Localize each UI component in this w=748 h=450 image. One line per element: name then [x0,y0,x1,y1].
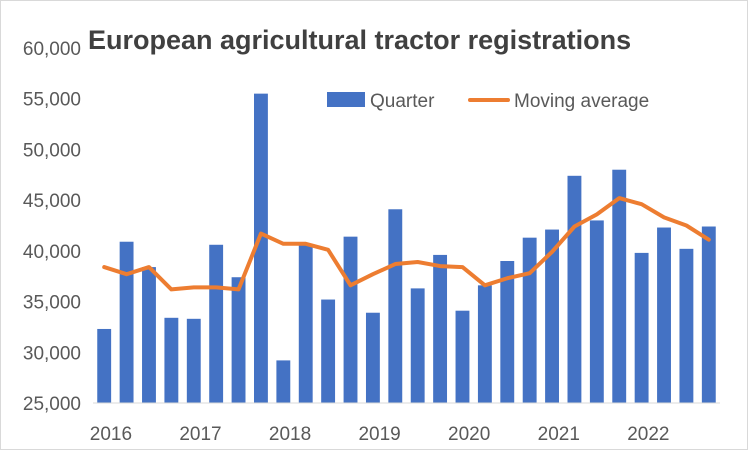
y-tick-label: 60,000 [23,39,81,60]
chart-title: European agricultural tractor registrati… [88,25,631,55]
bar [545,229,559,403]
bar [522,237,537,403]
x-axis: 2016 2017 2018 2019 2020 2021 2022 [90,424,670,445]
bar [701,226,716,403]
x-tick-label: 2020 [448,424,490,445]
bar [388,209,403,403]
y-axis: 25,000 30,000 35,000 40,000 45,000 50,000 55,0… [23,39,81,415]
moving-average-line [102,196,711,292]
bar [433,254,448,403]
bar [500,261,515,403]
bar [164,317,179,403]
bar [365,312,380,403]
bar [567,175,582,403]
x-tick-label: 2018 [269,424,311,445]
x-tick-label: 2019 [358,424,400,445]
x-tick-label: 2021 [538,424,580,445]
legend-swatch-quarter [327,92,365,107]
bar [321,299,336,403]
x-tick-label: 2017 [179,424,221,445]
bar [142,267,156,403]
y-tick-label: 25,000 [23,394,81,415]
y-tick-label: 35,000 [23,293,81,314]
bar [186,318,201,403]
x-tick-label: 2016 [90,424,132,445]
bar [97,328,112,403]
bar [455,310,470,403]
bar [477,285,492,403]
bar [410,288,425,403]
bar-series [97,93,716,403]
y-tick-label: 50,000 [23,140,81,161]
y-tick-label: 40,000 [23,242,81,263]
bar [634,252,649,403]
y-tick-label: 45,000 [23,191,81,212]
y-tick-label: 30,000 [23,343,81,364]
legend-label-quarter: Quarter [370,91,435,112]
bar [119,241,134,403]
bar [612,169,627,403]
bar [589,220,604,403]
bar [657,227,671,403]
bar [679,248,694,403]
bar [276,360,291,403]
x-tick-label: 2022 [627,424,669,445]
bar [209,244,224,403]
legend-label-moving-average: Moving average [514,91,649,112]
bar [231,277,246,403]
y-tick-label: 55,000 [23,90,81,111]
bar [343,236,358,403]
bar [298,244,313,403]
bar [254,93,268,403]
legend: Quarter Moving average [327,91,649,112]
